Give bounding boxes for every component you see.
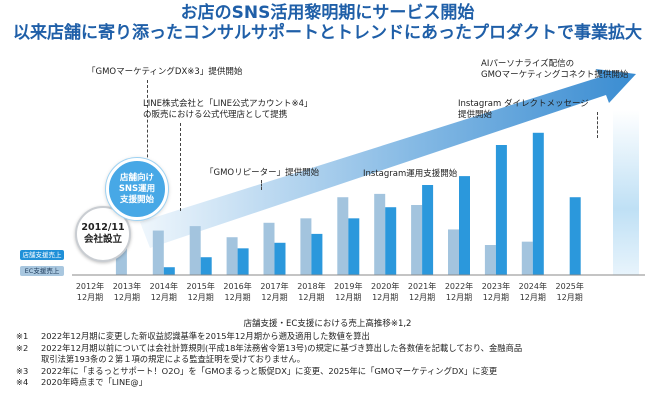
x-tick-label: 2023年 12月期 xyxy=(482,281,510,302)
x-axis-caption: 店舗支援・EC支援における売上高推移※1,2 xyxy=(243,319,412,329)
annotation-ai-connect: AIパーソナライズ配信の GMOマーケティングコネクト提供開始 xyxy=(481,59,629,80)
bar-store-10 xyxy=(459,176,470,275)
annotation-line-5 xyxy=(597,112,598,138)
annotation-line-2 xyxy=(180,123,181,211)
bar-store-6 xyxy=(311,233,323,275)
bar-store-5 xyxy=(274,242,286,275)
bar-ec-10 xyxy=(448,229,459,275)
bar-store-8 xyxy=(385,207,397,275)
legend-ec-support: EC支援売上 xyxy=(20,266,64,276)
founded-badge: 2012/11 会社設立 xyxy=(75,206,131,262)
sns-support-start-badge: 店舗向け SNS運用 支援開始 xyxy=(106,158,168,220)
x-tick-label: 2013年 12月期 xyxy=(113,281,141,302)
x-tick-label: 2024年 12月期 xyxy=(519,281,547,302)
footnote-2-continued: 取引法第193条の２第１項の規定による監査証明を受けておりません。 xyxy=(41,354,305,365)
bar-ec-11 xyxy=(484,245,496,275)
x-tick-label: 2022年 12月期 xyxy=(445,281,473,302)
x-tick-label: 2012年 12月期 xyxy=(76,281,104,302)
annotation-instagram-support: Instagram運用支援開始 xyxy=(363,169,458,179)
bar-store-13 xyxy=(569,197,581,275)
footnote-4: ※4 2020年時点まで「LINE@」 xyxy=(16,377,148,388)
headline-line-2: 以来店舗に寄り添ったコンサルサポートとトレンドにあったプロダクトで事業拡大 xyxy=(13,23,642,43)
bar-ec-7 xyxy=(337,197,349,275)
forecast-column xyxy=(613,110,639,275)
footnote-1: ※1 2022年12月期に変更した新収益認識基準を2015年12月期から遡及適用し… xyxy=(16,331,370,341)
bar-ec-4 xyxy=(226,237,238,275)
footnotes: ※1 2022年12月期に変更した新収益認識基準を2015年12月期から遡及適用し… xyxy=(16,331,522,389)
x-tick-label: 2019年 12月期 xyxy=(334,281,362,302)
bar-ec-9 xyxy=(411,205,423,275)
footnote-2: ※2 2022年12月期以前については会社計算規則(平成18年法務省令第13号)の… xyxy=(16,342,523,353)
bar-ec-6 xyxy=(300,218,312,275)
bar-store-9 xyxy=(422,185,434,275)
x-tick-label: 2020年 12月期 xyxy=(371,281,399,302)
annotation-marketing-dx: 「GMOマーケティングDX※3」提供開始 xyxy=(87,67,243,77)
x-tick-label: 2025年 12月期 xyxy=(556,281,584,302)
x-tick-label: 2015年 12月期 xyxy=(187,281,215,302)
x-tick-label: 2017年 12月期 xyxy=(260,281,288,302)
bar-ec-5 xyxy=(263,222,275,275)
bar-ec-8 xyxy=(374,193,386,275)
x-tick-label: 2018年 12月期 xyxy=(297,281,325,302)
annotation-line-partner: LINE株式会社と「LINE公式アカウント※4」 の販売における公式代理店として提… xyxy=(143,99,313,120)
x-tick-label: 2021年 12月期 xyxy=(408,281,436,302)
bar-store-4 xyxy=(237,248,249,275)
bar-store-3 xyxy=(200,257,212,275)
legend-store-support: 店舗支援売上 xyxy=(20,250,64,260)
headline-line-1: お店のSNS活用黎明期にサービス開始 xyxy=(180,3,475,23)
annotation-line-3 xyxy=(261,180,262,190)
annotation-instagram-dm: Instagram ダイレクトメッセージ 提供開始 xyxy=(458,99,589,120)
bar-ec-3 xyxy=(189,226,201,275)
footnote-3: ※3 2022年に「まるっとサポート！O2O」を「GMOまるっと販促DX」に変更、… xyxy=(16,365,498,376)
bar-store-2 xyxy=(163,267,175,275)
bar-store-12 xyxy=(532,132,544,275)
x-tick-label: 2014年 12月期 xyxy=(150,281,178,302)
bar-store-7 xyxy=(348,218,360,275)
growth-arrow xyxy=(140,69,636,248)
bar-ec-2 xyxy=(152,230,164,275)
x-tick-label: 2016年 12月期 xyxy=(223,281,251,302)
annotation-line-1 xyxy=(147,80,148,202)
bar-ec-12 xyxy=(521,241,533,275)
bar-store-11 xyxy=(495,145,507,275)
annotation-repeater: 「GMOリピーター」提供開始 xyxy=(205,168,320,178)
